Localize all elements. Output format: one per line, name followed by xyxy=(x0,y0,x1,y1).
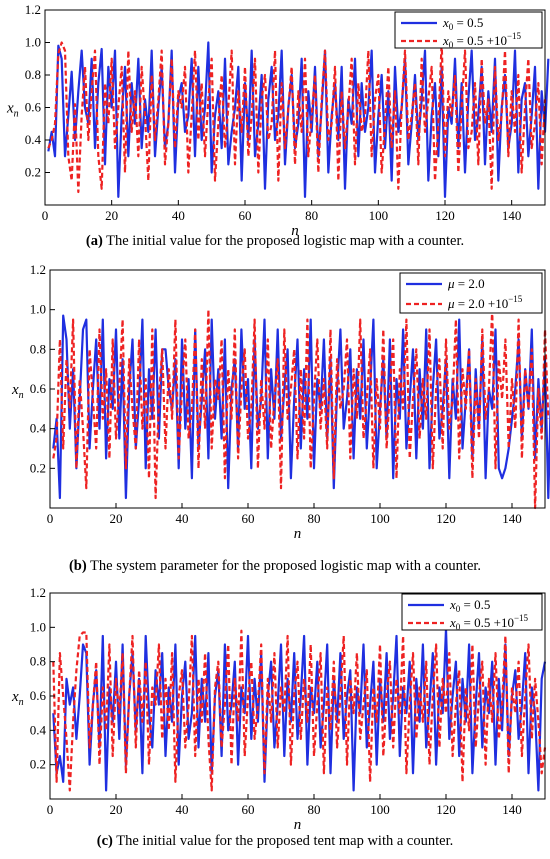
caption-a-text: The initial value for the proposed logis… xyxy=(102,233,465,249)
x-tick-label: 40 xyxy=(172,208,185,223)
x-tick-label: 40 xyxy=(176,802,189,817)
legend-label-1: x0 = 0.5 xyxy=(449,597,490,614)
x-tick-label: 20 xyxy=(105,208,118,223)
series-line-1 xyxy=(47,41,550,198)
y-tick-label: 0.2 xyxy=(30,460,46,475)
caption-b: (b) The system parameter for the propose… xyxy=(0,558,550,575)
x-tick-label: 80 xyxy=(305,208,318,223)
y-tick-label: 0.2 xyxy=(25,165,41,180)
caption-b-label: (b) xyxy=(68,558,87,574)
y-tick-label: 0.8 xyxy=(30,341,46,356)
x-tick-label: 20 xyxy=(110,511,123,526)
x-tick-label: 120 xyxy=(435,208,455,223)
legend: x0 = 0.5x0 = 0.5 +10−15 xyxy=(394,11,543,50)
x-tick-label: 80 xyxy=(308,802,321,817)
x-tick-label: 120 xyxy=(436,802,456,817)
x-tick-label: 60 xyxy=(239,208,252,223)
y-tick-label: 0.4 xyxy=(25,132,42,147)
chart-a-svg: 0 20 40 60 80 100 120 140 0.2 0.4 0.6 0.8 1.0 1.2 n xn x… xyxy=(6,2,550,239)
x-tick-label: 140 xyxy=(502,511,522,526)
y-axis-label: xn xyxy=(11,382,24,401)
chart-panel-a: 0 20 40 60 80 100 120 140 0.2 0.4 0.6 0.8 1.0 1.2 n xn x… xyxy=(0,0,550,285)
series-line-2 xyxy=(52,308,550,510)
chart-b-svg: 0 20 40 60 80 100 120 140 0.2 0.4 0.6 0.8 1.0 1.2 n xn μ… xyxy=(11,262,550,542)
y-tick-label: 0.2 xyxy=(30,757,46,772)
x-tick-label: 60 xyxy=(242,511,255,526)
chart-panel-b: 0 20 40 60 80 100 120 140 0.2 0.4 0.6 0.8 1.0 1.2 n xn μ… xyxy=(0,258,550,578)
legend-label-2: μ = 2.0 +10−15 xyxy=(447,294,523,311)
legend: μ = 2.0 μ = 2.0 +10−15 xyxy=(399,272,543,314)
y-tick-label: 1.0 xyxy=(25,35,41,50)
y-tick-label: 0.4 xyxy=(30,421,47,436)
chart-c-svg: 0 20 40 60 80 100 120 140 0.2 0.4 0.6 0.8 1.0 1.2 n xn x… xyxy=(11,585,547,833)
caption-c: (c) The initial value for the proposed t… xyxy=(0,833,550,850)
caption-b-text: The system parameter for the proposed lo… xyxy=(86,558,482,574)
y-tick-label: 0.8 xyxy=(30,654,46,669)
y-tick-label: 0.4 xyxy=(30,722,47,737)
caption-c-text: The initial value for the proposed tent … xyxy=(112,833,454,849)
chart-panel-c: 0 20 40 60 80 100 120 140 0.2 0.4 0.6 0.8 1.0 1.2 n xn x… xyxy=(0,583,550,859)
y-axis-label: xn xyxy=(11,689,24,708)
y-tick-label: 1.2 xyxy=(25,2,41,17)
x-tick-label: 60 xyxy=(242,802,255,817)
x-tick-label: 100 xyxy=(370,802,390,817)
x-tick-label: 100 xyxy=(369,208,389,223)
x-tick-label: 120 xyxy=(436,511,456,526)
x-tick-label: 40 xyxy=(176,511,189,526)
y-tick-label: 0.8 xyxy=(25,67,41,82)
x-tick-label: 80 xyxy=(308,511,321,526)
x-tick-label: 0 xyxy=(47,511,54,526)
legend-label-2: x0 = 0.5 +10−15 xyxy=(449,613,529,632)
x-axis-label: n xyxy=(291,223,299,239)
x-axis-label: n xyxy=(294,526,302,542)
x-tick-label: 100 xyxy=(370,511,390,526)
y-tick-label: 1.0 xyxy=(30,302,46,317)
legend-label-2: x0 = 0.5 +10−15 xyxy=(442,31,522,50)
y-tick-label: 1.2 xyxy=(30,585,46,600)
caption-a-label: (a) xyxy=(85,233,103,249)
x-tick-label: 140 xyxy=(502,802,522,817)
y-tick-label: 0.6 xyxy=(25,100,42,115)
y-tick-label: 1.0 xyxy=(30,619,46,634)
legend-label-1: μ = 2.0 xyxy=(447,276,485,291)
x-tick-label: 20 xyxy=(110,802,123,817)
legend-label-1: x0 = 0.5 xyxy=(442,15,483,32)
y-tick-label: 0.6 xyxy=(30,381,47,396)
x-axis-label: n xyxy=(294,817,302,833)
series-line-2 xyxy=(52,629,547,792)
y-axis-label: xn xyxy=(6,101,19,120)
caption-a: (a) The initial value for the proposed l… xyxy=(0,233,550,250)
legend: x0 = 0.5x0 = 0.5 +10−15 xyxy=(401,593,543,632)
caption-c-label: (c) xyxy=(96,833,113,849)
y-tick-label: 1.2 xyxy=(30,262,46,277)
y-tick-label: 0.6 xyxy=(30,688,47,703)
x-tick-label: 140 xyxy=(502,208,522,223)
x-tick-label: 0 xyxy=(47,802,54,817)
x-tick-label: 0 xyxy=(42,208,49,223)
series-line-2 xyxy=(47,41,547,194)
